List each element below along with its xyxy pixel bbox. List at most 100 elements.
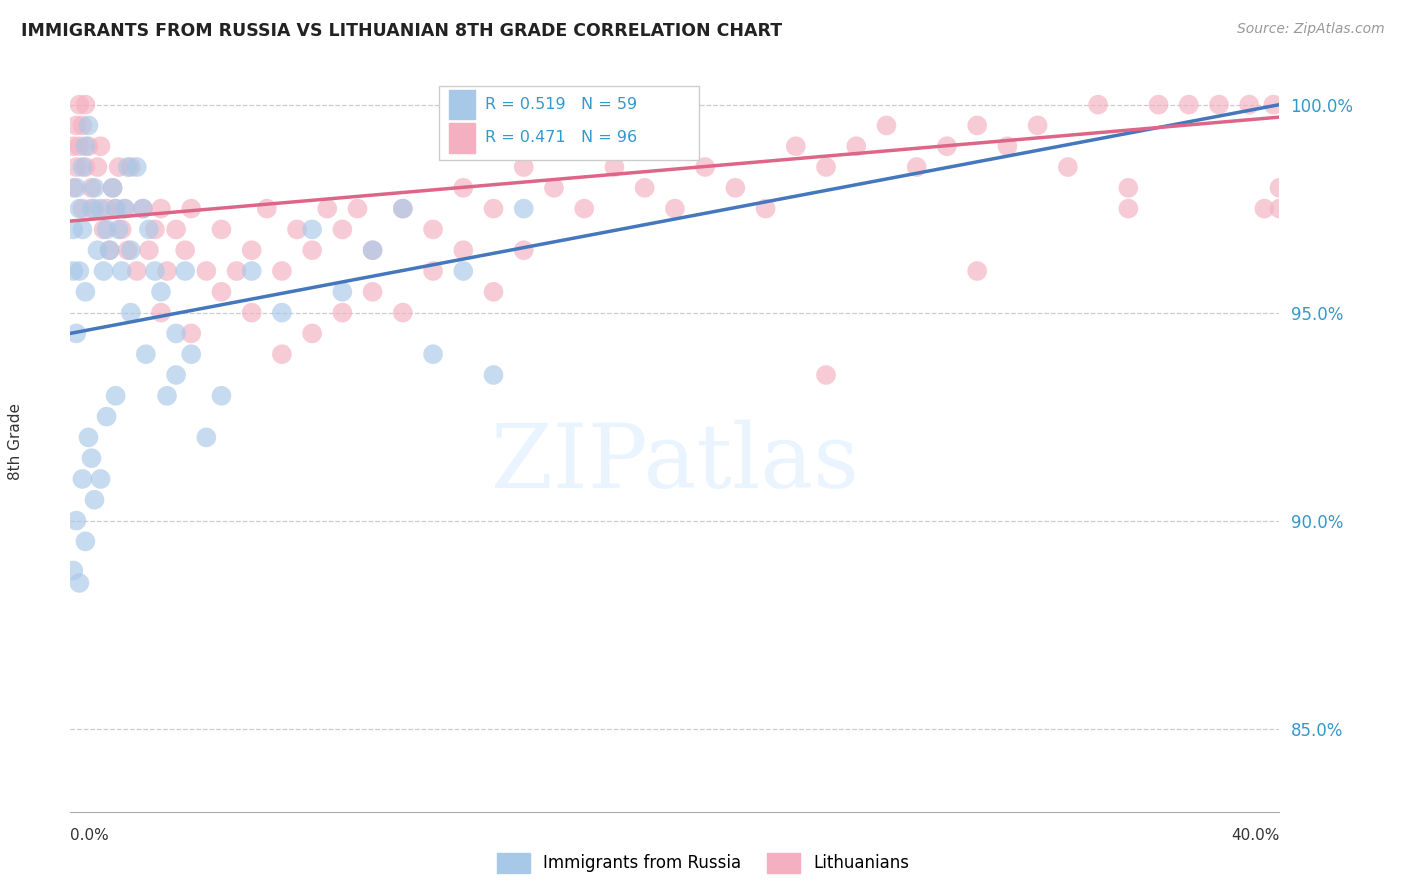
Point bbox=[143, 264, 166, 278]
Point bbox=[391, 202, 415, 216]
Point bbox=[1268, 202, 1291, 216]
Point bbox=[180, 326, 202, 341]
Point bbox=[1253, 202, 1275, 216]
Point bbox=[111, 264, 134, 278]
Point bbox=[120, 160, 142, 174]
Point bbox=[875, 119, 898, 133]
Point bbox=[98, 244, 121, 258]
Point bbox=[361, 285, 384, 299]
Point bbox=[65, 181, 87, 195]
Point bbox=[453, 244, 475, 258]
Point bbox=[513, 160, 536, 174]
Point bbox=[107, 160, 129, 174]
Point bbox=[693, 160, 716, 174]
Point bbox=[83, 202, 105, 216]
Point bbox=[62, 222, 84, 236]
Point bbox=[664, 202, 686, 216]
Point bbox=[391, 305, 415, 319]
Point bbox=[62, 181, 84, 195]
Point bbox=[1026, 119, 1049, 133]
Point bbox=[125, 160, 148, 174]
Point bbox=[62, 264, 84, 278]
Point bbox=[422, 222, 444, 236]
Point bbox=[211, 222, 233, 236]
Point bbox=[165, 222, 187, 236]
Point bbox=[65, 514, 87, 528]
Point bbox=[453, 264, 475, 278]
Point bbox=[62, 139, 84, 153]
Point bbox=[1178, 97, 1201, 112]
Point bbox=[67, 97, 90, 112]
Point bbox=[966, 119, 988, 133]
Point bbox=[156, 389, 179, 403]
FancyBboxPatch shape bbox=[439, 87, 699, 161]
Bar bbox=[449, 123, 475, 153]
Point bbox=[72, 119, 94, 133]
Point bbox=[72, 222, 94, 236]
Point bbox=[195, 430, 218, 444]
Point bbox=[83, 181, 105, 195]
Point bbox=[117, 244, 139, 258]
Point bbox=[96, 222, 118, 236]
Point bbox=[125, 264, 148, 278]
Point bbox=[1116, 202, 1139, 216]
Point bbox=[75, 285, 97, 299]
Point bbox=[301, 326, 323, 341]
Point bbox=[966, 264, 988, 278]
Point bbox=[225, 264, 247, 278]
Point bbox=[86, 244, 108, 258]
Text: 8th Grade: 8th Grade bbox=[8, 403, 24, 480]
Point bbox=[174, 264, 197, 278]
Point bbox=[513, 244, 536, 258]
Point bbox=[180, 347, 202, 361]
Point bbox=[633, 181, 655, 195]
Point bbox=[101, 181, 124, 195]
Point bbox=[77, 430, 100, 444]
Point bbox=[98, 244, 121, 258]
Point bbox=[104, 202, 127, 216]
Point bbox=[67, 264, 90, 278]
Text: R = 0.519   N = 59: R = 0.519 N = 59 bbox=[485, 97, 637, 112]
Point bbox=[332, 222, 354, 236]
Point bbox=[754, 202, 776, 216]
Point bbox=[240, 305, 263, 319]
Point bbox=[361, 244, 384, 258]
Point bbox=[270, 305, 294, 319]
Point bbox=[138, 222, 160, 236]
Point bbox=[150, 305, 172, 319]
Point bbox=[1087, 97, 1109, 112]
Legend: Immigrants from Russia, Lithuanians: Immigrants from Russia, Lithuanians bbox=[491, 847, 915, 880]
Point bbox=[90, 139, 111, 153]
Point bbox=[482, 202, 505, 216]
Point bbox=[135, 347, 157, 361]
Point bbox=[905, 160, 928, 174]
Point bbox=[75, 160, 97, 174]
Point bbox=[75, 97, 97, 112]
Text: IMMIGRANTS FROM RUSSIA VS LITHUANIAN 8TH GRADE CORRELATION CHART: IMMIGRANTS FROM RUSSIA VS LITHUANIAN 8TH… bbox=[21, 22, 782, 40]
Point bbox=[150, 202, 172, 216]
Point bbox=[422, 264, 444, 278]
Point bbox=[240, 244, 263, 258]
Point bbox=[111, 222, 134, 236]
Point bbox=[80, 202, 103, 216]
Point bbox=[104, 389, 127, 403]
Point bbox=[107, 222, 129, 236]
Point bbox=[86, 160, 108, 174]
Point bbox=[1057, 160, 1080, 174]
Point bbox=[482, 368, 505, 382]
Point bbox=[724, 181, 747, 195]
Point bbox=[77, 119, 100, 133]
Point bbox=[211, 285, 233, 299]
Point bbox=[785, 139, 807, 153]
Point bbox=[93, 264, 115, 278]
Point bbox=[270, 347, 294, 361]
Point bbox=[138, 244, 160, 258]
Point bbox=[132, 202, 155, 216]
Point bbox=[815, 160, 838, 174]
Point bbox=[114, 202, 136, 216]
Point bbox=[80, 181, 103, 195]
Point bbox=[256, 202, 278, 216]
Point bbox=[1208, 97, 1230, 112]
Point bbox=[120, 305, 142, 319]
Point bbox=[346, 202, 368, 216]
